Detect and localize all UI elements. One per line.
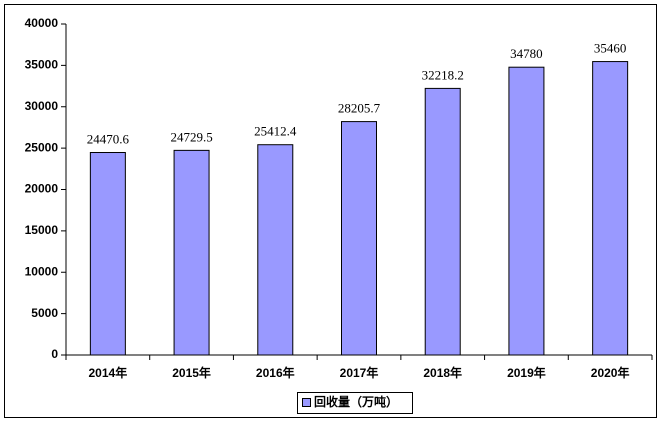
x-tick-label: 2016年 bbox=[256, 365, 295, 380]
y-tick-label: 0 bbox=[51, 347, 58, 361]
data-label: 34780 bbox=[510, 46, 543, 61]
y-tick-label: 25000 bbox=[25, 140, 59, 154]
x-tick-label: 2018年 bbox=[423, 365, 462, 380]
y-tick-label: 30000 bbox=[25, 99, 59, 113]
legend-swatch bbox=[302, 398, 311, 407]
y-tick-label: 20000 bbox=[25, 182, 59, 196]
y-tick-label: 5000 bbox=[31, 306, 58, 320]
x-tick-label: 2019年 bbox=[507, 365, 546, 380]
x-tick-label: 2014年 bbox=[89, 365, 128, 380]
data-label: 24729.5 bbox=[170, 129, 212, 144]
y-tick-label: 10000 bbox=[25, 264, 59, 278]
y-tick-label: 35000 bbox=[25, 58, 59, 72]
bar bbox=[592, 61, 629, 356]
bar bbox=[341, 121, 377, 356]
bar bbox=[424, 87, 461, 356]
bar bbox=[257, 144, 294, 356]
bar bbox=[173, 149, 210, 356]
y-tick-label: 15000 bbox=[25, 223, 59, 237]
data-label: 28205.7 bbox=[338, 101, 381, 116]
data-label: 35460 bbox=[594, 41, 627, 56]
legend-box bbox=[297, 392, 413, 414]
y-tick-label: 40000 bbox=[25, 16, 59, 30]
bar bbox=[89, 152, 126, 356]
bar bbox=[508, 66, 545, 356]
data-label: 32218.2 bbox=[422, 67, 464, 82]
x-tick-label: 2017年 bbox=[340, 365, 379, 380]
data-label: 24470.6 bbox=[87, 131, 130, 146]
x-tick-label: 2015年 bbox=[172, 365, 211, 380]
data-label: 25412.4 bbox=[254, 124, 297, 139]
legend-label: 回收量（万吨） bbox=[314, 394, 398, 409]
x-tick-label: 2020年 bbox=[591, 365, 630, 380]
